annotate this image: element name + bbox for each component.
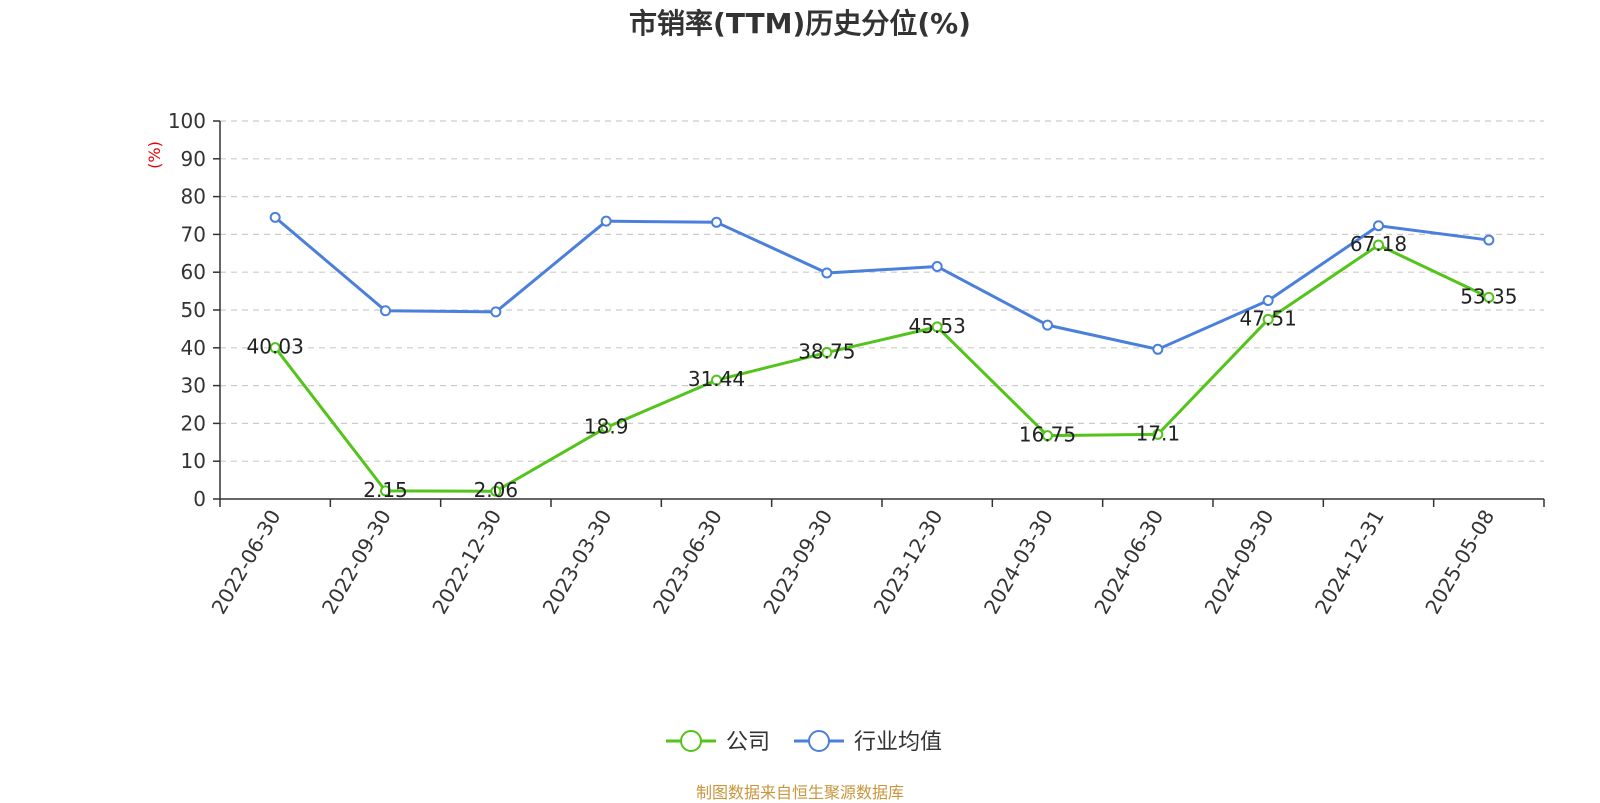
data-point [821, 347, 833, 359]
axes [213, 120, 1545, 507]
series-line-0 [273, 243, 1490, 493]
legend-label: 行业均值 [854, 730, 942, 755]
data-labels: 40.03 2.15 2.06 18.9 31.44 38.75 45.53 16.75 17.… [247, 232, 1518, 502]
data-point [380, 485, 391, 497]
data-label: 18.9 [584, 415, 629, 439]
x-tick-label: 2022-09-30 [317, 506, 396, 619]
x-tick-label: 2022-06-30 [207, 506, 286, 619]
data-point [931, 261, 943, 273]
data-label: 47.51 [1240, 306, 1297, 330]
data-point [1262, 295, 1274, 307]
data-point [490, 485, 502, 497]
y-tick-label: 70 [181, 222, 206, 246]
data-point [1042, 319, 1053, 331]
data-label: 45.53 [909, 314, 966, 338]
data-point [380, 305, 391, 317]
data-label: 31.44 [688, 367, 745, 391]
data-point [269, 342, 281, 354]
x-tick-label: 2022-12-30 [427, 506, 506, 619]
source-note: 制图数据来自恒生聚源数据库 [695, 783, 904, 802]
data-label: 2.15 [363, 478, 408, 502]
data-point [1152, 343, 1164, 355]
x-tick-label: 2024-06-30 [1089, 506, 1168, 619]
data-point [600, 215, 612, 227]
y-tick-labels: 0 10 20 30 40 50 60 70 80 90 100 [168, 109, 206, 511]
y-axis-label: (%) [145, 141, 164, 169]
data-point [1373, 220, 1384, 232]
grid-lines [220, 120, 1544, 462]
data-point [821, 267, 833, 279]
x-tick-label: 2023-03-30 [538, 506, 617, 619]
y-tick-label: 30 [181, 374, 206, 398]
data-label: 38.75 [798, 340, 855, 364]
data-label: 67.18 [1350, 232, 1407, 256]
data-point [269, 211, 281, 223]
legend-marker [680, 730, 702, 752]
y-tick-label: 90 [181, 147, 206, 171]
x-tick-labels: 2022-06-30 2022-09-30 2022-12-30 2023-03-30… [207, 506, 1500, 619]
y-tick-label: 20 [181, 411, 206, 435]
data-point [711, 216, 722, 228]
y-tick-label: 50 [181, 298, 206, 322]
data-point [711, 374, 722, 386]
data-point [1042, 430, 1053, 442]
y-tick-label: 60 [181, 260, 206, 284]
y-tick-label: 10 [181, 449, 206, 473]
series-line-1 [274, 216, 1490, 351]
x-tick-label: 2024-12-31 [1310, 506, 1389, 619]
data-label: 40.03 [247, 335, 304, 359]
y-tick-label: 100 [168, 109, 206, 133]
data-label: 2.06 [474, 478, 519, 502]
data-point [1152, 428, 1164, 440]
legend: 公司 行业均值 [666, 730, 942, 755]
series-layer [269, 211, 1495, 497]
data-point [1262, 313, 1274, 325]
data-point [490, 306, 502, 318]
chart-title: 市销率(TTM)历史分位(%) [629, 7, 971, 40]
legend-marker [808, 730, 830, 752]
legend-item-1[interactable]: 行业均值 [794, 730, 942, 755]
data-point [600, 422, 612, 434]
x-tick-label: 2023-12-30 [869, 506, 948, 619]
data-label: 17.1 [1136, 421, 1181, 445]
x-tick-label: 2023-06-30 [648, 506, 727, 619]
legend-label: 公司 [726, 730, 770, 755]
x-tick-label: 2025-05-08 [1420, 506, 1499, 619]
data-point [931, 321, 943, 333]
data-point [1373, 239, 1384, 251]
data-point [1483, 234, 1495, 246]
x-tick-label: 2023-09-30 [758, 506, 837, 619]
y-tick-label: 80 [181, 185, 206, 209]
data-point [1483, 291, 1495, 303]
y-tick-label: 40 [181, 336, 206, 360]
y-tick-label: 0 [193, 487, 206, 511]
data-label: 53.35 [1460, 284, 1517, 308]
x-tick-label: 2024-09-30 [1200, 506, 1279, 619]
x-tick-label: 2024-03-30 [979, 506, 1058, 619]
legend-item-0[interactable]: 公司 [666, 730, 770, 755]
data-label: 16.75 [1019, 423, 1076, 447]
